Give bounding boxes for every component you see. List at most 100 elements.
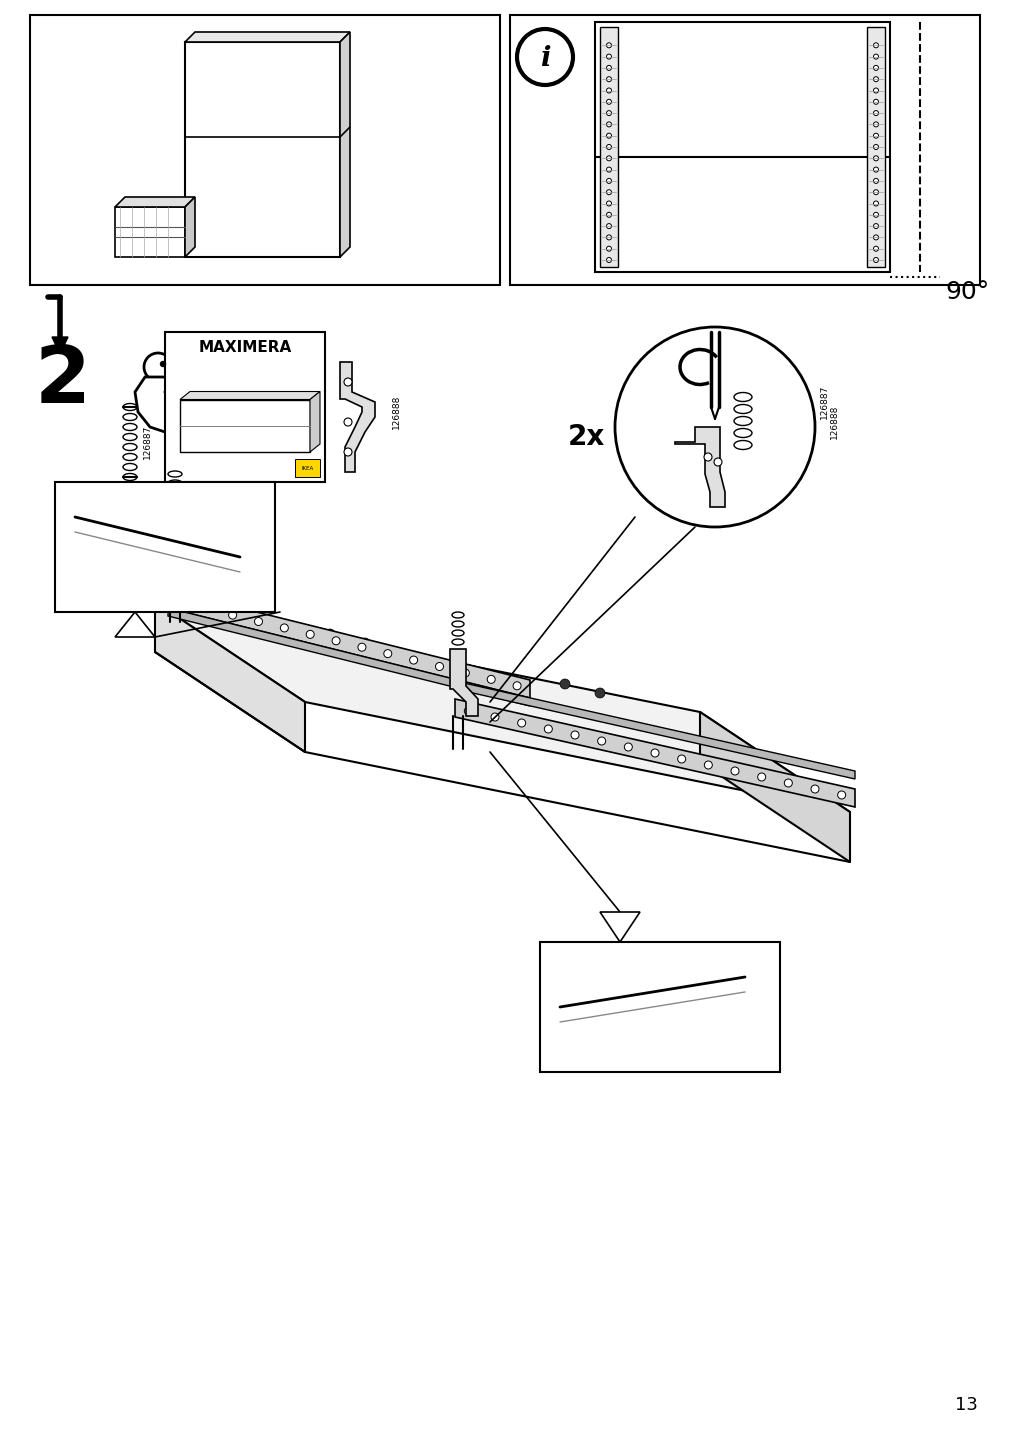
Circle shape bbox=[344, 378, 352, 387]
Ellipse shape bbox=[123, 424, 136, 431]
Circle shape bbox=[606, 212, 611, 218]
Polygon shape bbox=[115, 198, 195, 208]
Text: 126888: 126888 bbox=[829, 405, 838, 440]
Circle shape bbox=[872, 246, 878, 251]
Polygon shape bbox=[340, 362, 375, 473]
Ellipse shape bbox=[123, 474, 136, 481]
Circle shape bbox=[872, 87, 878, 93]
Ellipse shape bbox=[168, 480, 182, 485]
Circle shape bbox=[435, 663, 443, 670]
Circle shape bbox=[872, 168, 878, 172]
Circle shape bbox=[606, 122, 611, 127]
Ellipse shape bbox=[123, 404, 136, 411]
Circle shape bbox=[606, 43, 611, 47]
Circle shape bbox=[730, 768, 738, 775]
Polygon shape bbox=[168, 590, 530, 697]
Circle shape bbox=[486, 676, 494, 683]
Polygon shape bbox=[155, 601, 849, 812]
Bar bbox=[55, 483, 275, 611]
Circle shape bbox=[872, 133, 878, 139]
Circle shape bbox=[624, 743, 632, 750]
Bar bbox=[600, 27, 618, 266]
Polygon shape bbox=[180, 391, 319, 400]
Bar bbox=[594, 21, 889, 272]
Polygon shape bbox=[115, 611, 155, 637]
Bar bbox=[180, 400, 309, 453]
Bar bbox=[540, 942, 779, 1073]
Circle shape bbox=[606, 54, 611, 59]
Circle shape bbox=[490, 713, 498, 720]
Ellipse shape bbox=[168, 507, 182, 513]
Circle shape bbox=[461, 669, 469, 677]
Bar bbox=[295, 460, 319, 477]
Text: 2x: 2x bbox=[567, 422, 605, 451]
Text: 13: 13 bbox=[954, 1396, 977, 1413]
Text: IKEA: IKEA bbox=[301, 465, 313, 471]
Circle shape bbox=[202, 604, 210, 613]
Circle shape bbox=[837, 790, 845, 799]
Circle shape bbox=[810, 785, 818, 793]
Circle shape bbox=[177, 599, 185, 606]
Circle shape bbox=[606, 246, 611, 251]
Circle shape bbox=[606, 87, 611, 93]
Circle shape bbox=[872, 258, 878, 262]
Polygon shape bbox=[185, 32, 350, 42]
Circle shape bbox=[784, 779, 792, 788]
Circle shape bbox=[872, 212, 878, 218]
Text: MAXIMERA: MAXIMERA bbox=[198, 339, 291, 355]
Text: 2: 2 bbox=[35, 342, 91, 420]
Circle shape bbox=[872, 54, 878, 59]
Text: 126888: 126888 bbox=[391, 395, 400, 430]
Circle shape bbox=[615, 326, 814, 527]
Ellipse shape bbox=[733, 392, 751, 401]
Circle shape bbox=[570, 730, 578, 739]
Bar bbox=[30, 14, 499, 285]
Ellipse shape bbox=[123, 414, 136, 421]
Polygon shape bbox=[455, 699, 854, 808]
Circle shape bbox=[332, 637, 340, 644]
Text: 126887: 126887 bbox=[819, 385, 828, 420]
Ellipse shape bbox=[168, 488, 182, 495]
Polygon shape bbox=[450, 649, 477, 716]
Circle shape bbox=[513, 682, 521, 690]
Polygon shape bbox=[52, 337, 68, 354]
Circle shape bbox=[872, 110, 878, 116]
Circle shape bbox=[144, 354, 172, 381]
Polygon shape bbox=[340, 32, 350, 256]
Circle shape bbox=[606, 189, 611, 195]
Polygon shape bbox=[309, 391, 319, 453]
Circle shape bbox=[606, 110, 611, 116]
Circle shape bbox=[757, 773, 765, 780]
Circle shape bbox=[606, 200, 611, 206]
Bar bbox=[510, 14, 979, 285]
Text: i: i bbox=[539, 44, 550, 72]
Circle shape bbox=[606, 168, 611, 172]
Circle shape bbox=[606, 156, 611, 160]
Circle shape bbox=[872, 99, 878, 105]
Text: 90°: 90° bbox=[944, 281, 989, 304]
Ellipse shape bbox=[733, 428, 751, 438]
Ellipse shape bbox=[452, 621, 463, 627]
Circle shape bbox=[409, 656, 418, 664]
Circle shape bbox=[606, 99, 611, 105]
Circle shape bbox=[872, 156, 878, 160]
Polygon shape bbox=[674, 427, 724, 507]
Circle shape bbox=[872, 122, 878, 127]
Circle shape bbox=[872, 43, 878, 47]
Polygon shape bbox=[168, 609, 530, 706]
Circle shape bbox=[650, 749, 658, 758]
Circle shape bbox=[606, 133, 611, 139]
Polygon shape bbox=[167, 517, 195, 591]
Ellipse shape bbox=[452, 611, 463, 619]
Polygon shape bbox=[600, 912, 639, 942]
Circle shape bbox=[872, 179, 878, 183]
Circle shape bbox=[306, 630, 313, 639]
Ellipse shape bbox=[123, 444, 136, 451]
Circle shape bbox=[344, 448, 352, 455]
Circle shape bbox=[464, 707, 472, 715]
Circle shape bbox=[518, 719, 525, 727]
Circle shape bbox=[254, 617, 262, 626]
Circle shape bbox=[606, 66, 611, 70]
Circle shape bbox=[872, 145, 878, 149]
Circle shape bbox=[544, 725, 552, 733]
